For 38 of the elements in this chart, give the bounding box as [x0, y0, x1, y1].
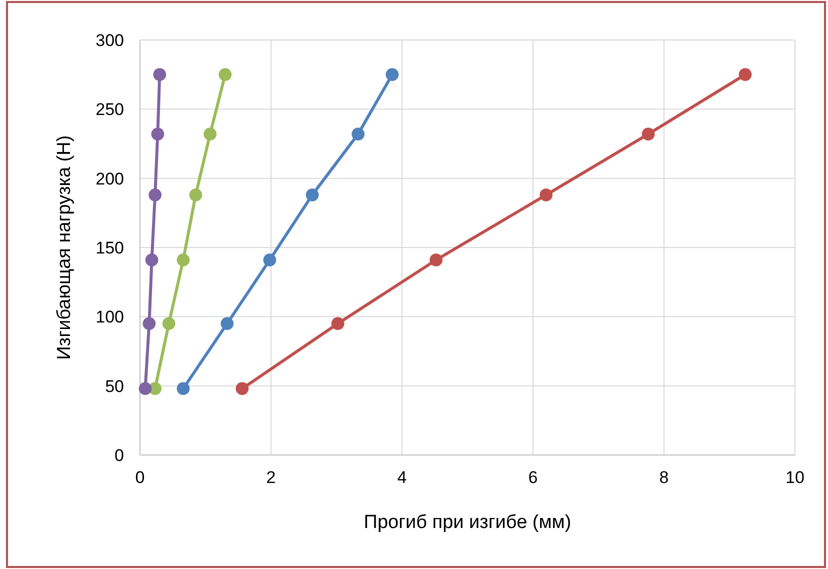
- point: [738, 68, 752, 82]
- x-tick-label: 8: [659, 468, 669, 487]
- point: [263, 254, 276, 266]
- point: [151, 128, 164, 140]
- point: [331, 317, 344, 330]
- point: [148, 188, 162, 202]
- point: [306, 188, 319, 202]
- x-axis-title: Прогиб при изгибе (мм): [364, 512, 572, 533]
- point: [430, 254, 442, 266]
- point: [220, 317, 234, 330]
- point: [153, 68, 166, 82]
- y-tick-label: 150: [96, 238, 124, 258]
- point: [642, 128, 655, 140]
- point: [176, 382, 190, 396]
- point: [352, 128, 365, 140]
- point: [386, 68, 399, 82]
- y-tick-label: 300: [96, 30, 124, 50]
- x-tick-label: 10: [786, 468, 804, 487]
- y-tick-label: 0: [114, 446, 124, 465]
- point: [138, 382, 152, 396]
- point: [236, 382, 249, 396]
- x-tick-label: 6: [528, 468, 538, 487]
- point: [204, 128, 217, 140]
- point: [176, 254, 190, 266]
- x-tick-label: 0: [135, 468, 145, 487]
- y-tick-label: 250: [96, 100, 124, 120]
- y-tick-label: 100: [96, 308, 124, 327]
- point: [162, 317, 176, 330]
- point: [218, 68, 232, 82]
- x-tick-label: 4: [397, 468, 407, 487]
- y-axis-title: Изгибающая нагрузка (Н): [54, 135, 75, 360]
- point: [189, 188, 202, 202]
- y-tick-label: 200: [96, 169, 124, 188]
- y-tick-label: 50: [105, 376, 124, 396]
- point: [142, 317, 156, 330]
- point: [540, 188, 553, 202]
- x-tick-label: 2: [266, 468, 276, 487]
- point: [145, 254, 158, 266]
